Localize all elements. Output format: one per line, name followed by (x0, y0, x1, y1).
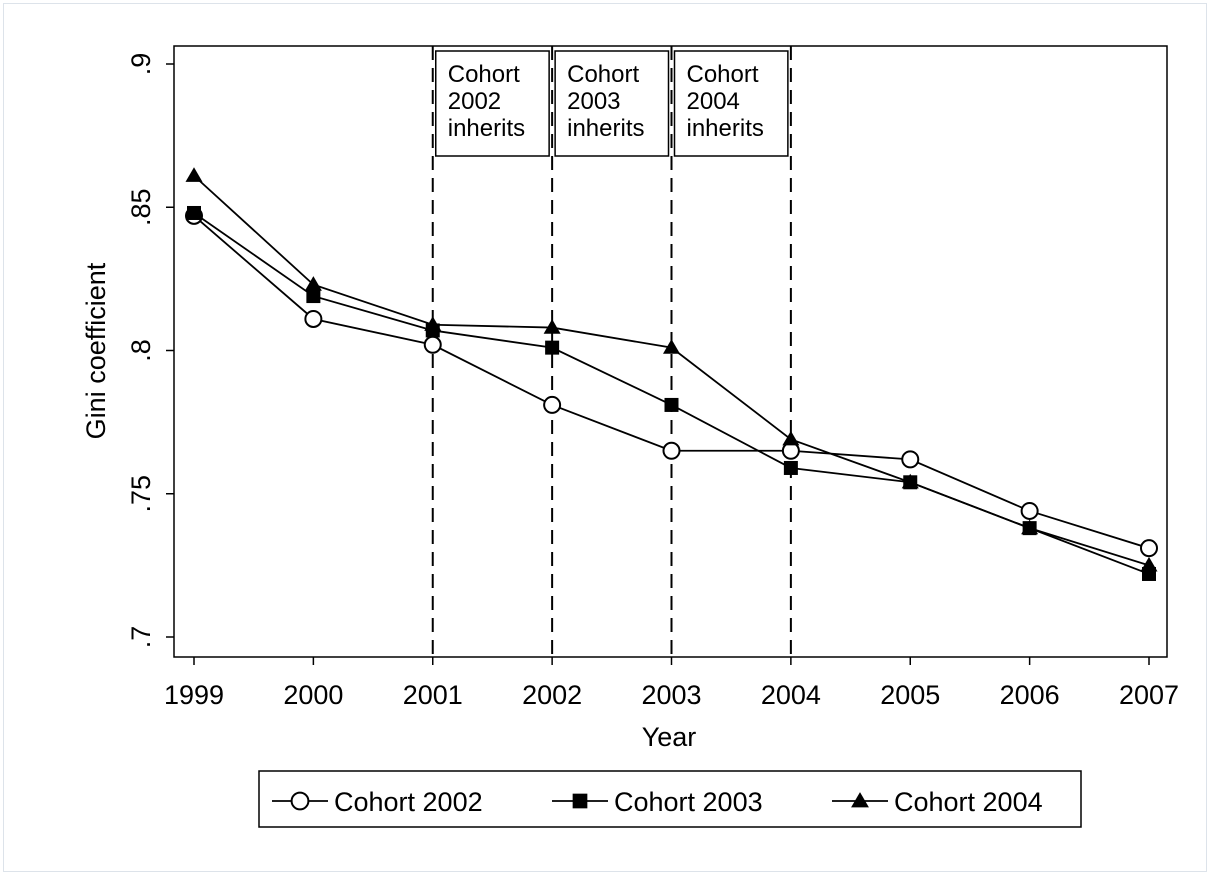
data-point (185, 167, 203, 182)
data-point (187, 205, 201, 220)
x-tick-label: 2004 (761, 680, 821, 710)
x-tick-label: 1999 (164, 680, 224, 710)
annotation-frame (673, 50, 789, 157)
annotation-text: inherits (567, 115, 644, 142)
x-axis: 1999 2000 2001 2002 2003 2004 2005 2006 2007 (164, 657, 1179, 710)
legend-label: Cohort 2004 (894, 787, 1043, 817)
data-point (782, 430, 800, 446)
data-point (1020, 501, 1039, 520)
annotation-text: Cohort (687, 61, 759, 88)
data-point (1021, 519, 1039, 535)
annotation-text: inherits (687, 115, 764, 142)
annotation-text: 2003 (567, 88, 620, 115)
y-tick-label: .8 (126, 339, 156, 362)
data-point (304, 276, 322, 291)
annotation-text: 2002 (448, 88, 501, 115)
legend-marker (572, 793, 588, 809)
annotation-text: Cohort (448, 61, 520, 88)
data-point (306, 289, 321, 304)
data-point (543, 395, 562, 414)
annotation-text: Cohort (567, 61, 639, 88)
data-point (664, 397, 679, 412)
x-tick-label: 2005 (880, 680, 940, 710)
x-tick-label: 2006 (1000, 680, 1060, 710)
data-point (662, 441, 681, 460)
y-tick-label: .75 (126, 475, 156, 513)
annotation-frame (435, 50, 550, 157)
legend-entry: Cohort 2003 (552, 787, 763, 817)
reference-lines (431, 46, 792, 657)
y-tick-label: .85 (126, 188, 156, 226)
data-point (901, 473, 919, 489)
legend-entry: Cohort 2002 (272, 787, 483, 817)
annotation-frame (554, 50, 670, 157)
legend-entry: Cohort 2004 (832, 787, 1043, 817)
x-tick-label: 2007 (1119, 680, 1179, 710)
y-axis: .7 .75 .8 .85 .9 (126, 53, 174, 649)
x-tick-label: 2003 (641, 680, 701, 710)
data-point (543, 319, 561, 334)
data-point (1140, 556, 1158, 572)
data-point (545, 340, 560, 355)
legend-label: Cohort 2003 (614, 787, 763, 817)
data-point (304, 309, 323, 328)
legend-marker (851, 792, 869, 808)
annotation-boxes: Cohort2002inheritsCohort2003inheritsCoho… (435, 50, 789, 157)
legend-label: Cohort 2002 (334, 787, 483, 817)
annotation-text: 2004 (687, 88, 740, 115)
legend-marker (290, 791, 310, 811)
data-point (1140, 539, 1158, 558)
data-point (901, 450, 920, 469)
data-point (783, 460, 798, 475)
figure-frame (3, 3, 1207, 872)
annotation-text: inherits (448, 115, 525, 142)
legend-box (258, 770, 1082, 828)
x-tick-label: 2001 (403, 680, 463, 710)
y-axis-label: Gini coefficient (81, 262, 111, 439)
x-tick-label: 2002 (522, 680, 582, 710)
x-axis-label: Year (642, 722, 697, 752)
series-markers (185, 167, 1158, 581)
data-point (424, 316, 442, 331)
data-point (423, 335, 442, 354)
data-point (663, 339, 680, 354)
y-tick-label: .7 (126, 626, 156, 649)
y-tick-label: .9 (126, 53, 156, 76)
legend: Cohort 2002 Cohort 2003 Cohort 2004 (258, 770, 1082, 828)
x-tick-label: 2000 (283, 680, 343, 710)
